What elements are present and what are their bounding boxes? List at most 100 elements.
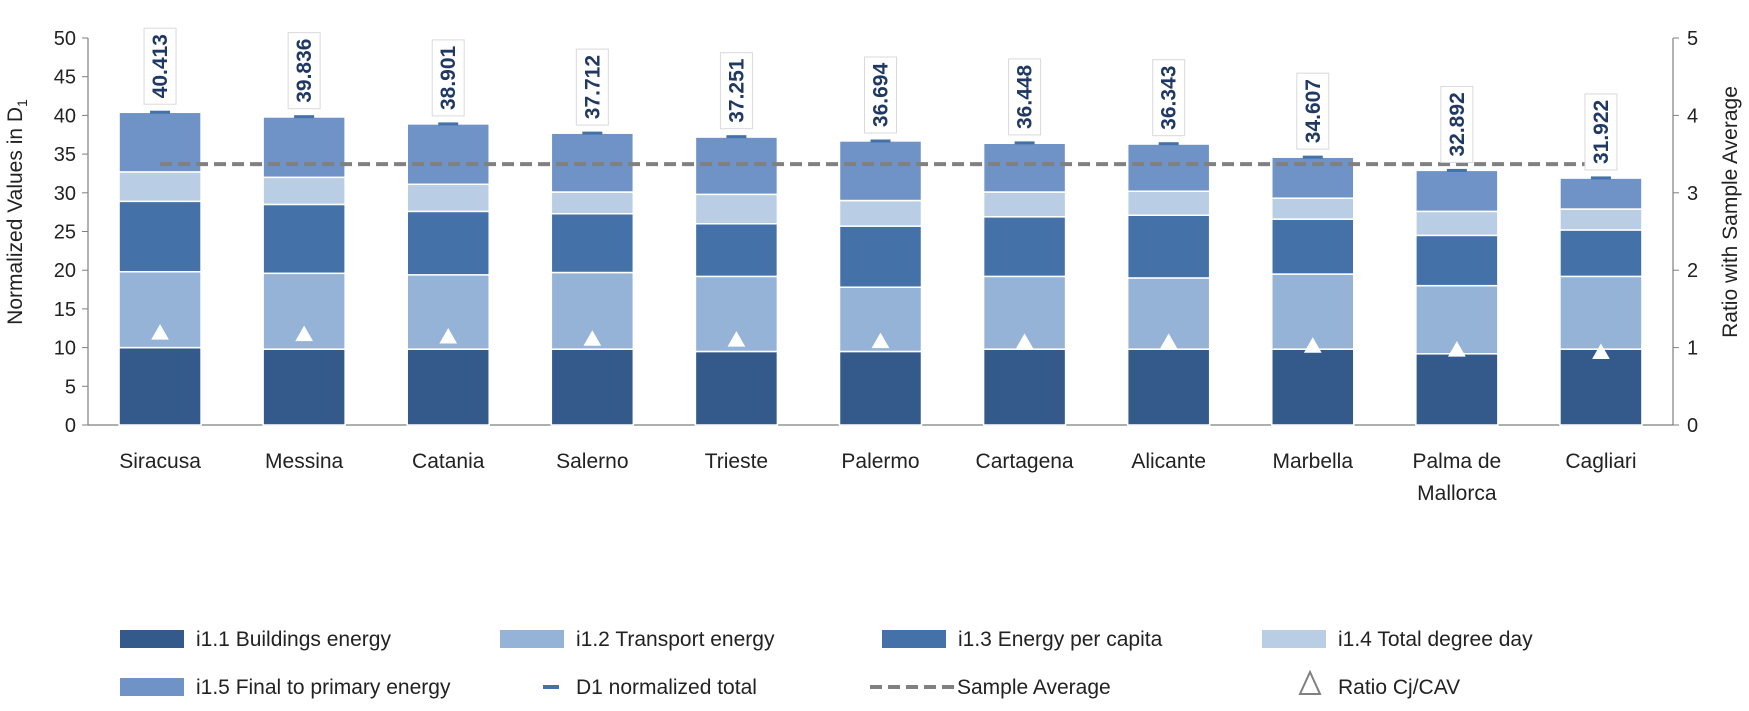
total-label: 34.607 [1296,72,1330,150]
bar-segment-5 [118,111,202,173]
bar-segment-5 [982,142,1067,193]
legend-swatch [500,630,564,648]
total-label-text: 40.413 [149,34,172,98]
bar-segment-4 [1271,197,1355,220]
total-label-box [1296,72,1330,150]
legend-swatch [1262,630,1326,648]
total-label: 37.251 [719,52,753,130]
total-marker [294,115,315,119]
legend-item: i1.1 Buildings energy [120,628,391,651]
total-label-box [1584,93,1618,171]
y-axis: 0 5 10 15 20 25 30 35 40 45 50 [54,28,1673,437]
category-label: Siracusa [119,450,201,473]
bar-segment-4 [982,191,1067,218]
y-tick-label: 25 [54,222,76,244]
total-marker [726,135,747,139]
bar-segment-1 [1271,348,1355,426]
y2-tick-label: 1 [1687,338,1698,360]
ratio-marker [1448,341,1466,357]
legend-swatch [120,630,184,648]
ratio-marker [439,327,458,344]
bar-segment-1 [1415,353,1499,426]
bar-segment-3 [1271,218,1355,275]
bar-segment-1 [118,346,202,426]
total-label: 40.413 [143,27,177,105]
legend-item: i1.5 Final to primary energy [120,676,451,699]
bar-segment-5 [262,116,346,179]
y2-tick-label: 3 [1687,183,1698,205]
legend-label: i1.2 Transport energy [576,628,775,651]
bar-segment-4 [406,183,490,213]
bar-segment-3 [262,203,346,275]
total-marker [438,122,459,126]
bar-segment-3 [982,216,1067,278]
total-label-box [431,39,465,117]
ratio-marker [1303,337,1322,353]
ratio-marker [1159,333,1178,349]
legend-label: i1.5 Final to primary energy [196,676,451,699]
total-label-text: 31.922 [1590,100,1613,164]
total-label-text: 39.836 [293,39,316,103]
legend-label: i1.1 Buildings energy [196,628,391,651]
total-label-text: 36.448 [1014,64,1037,129]
bar-segment-5 [406,123,490,186]
total-marker [1014,141,1035,145]
bar-segment-4 [1559,208,1643,231]
total-label-text: 38.901 [437,45,460,110]
legend-item: Ratio Cj/CAV [1298,669,1460,699]
total-marker [1302,155,1323,159]
bar-segment-3 [1126,214,1211,279]
y-tick-label: 40 [54,105,76,127]
y2-tick-label: 4 [1687,105,1698,127]
total-marker [582,131,603,135]
total-label-box [143,27,177,105]
bar-segment-4 [550,191,635,215]
secondary-y-axis-title: Ratio with Sample Average [1719,86,1742,338]
total-label-box [287,32,321,110]
bar-segment-2 [1559,275,1643,350]
category-label: Mallorca [1417,482,1497,505]
total-labels: 40.413 39.836 38.901 37.712 37.251 36.694 36.4… [143,27,1618,171]
ratio-marker [1015,333,1034,349]
legend-item: i1.3 Energy per capita [882,628,1163,651]
legend-label: D1 normalized total [576,676,757,699]
bar-segment-3 [550,212,635,274]
y-tick-label: 35 [54,144,76,166]
y-tick-label: 30 [54,183,76,205]
bar-segment-5 [1559,177,1643,210]
bar-segment-4 [838,199,923,227]
bar-segment-3 [1559,229,1643,278]
legend-label: i1.3 Energy per capita [958,628,1163,651]
total-label: 37.712 [575,48,609,126]
bar-segment-5 [838,140,923,202]
total-label-box [575,48,609,126]
bars [118,110,1643,426]
total-label: 36.694 [864,56,897,134]
bar-segment-3 [838,225,923,288]
total-label-text: 32.892 [1446,92,1469,156]
total-label: 36.448 [1008,58,1042,136]
total-label: 39.836 [287,32,321,110]
total-label: 38.901 [431,39,465,117]
bar-segment-1 [982,348,1067,426]
bar-segment-4 [1126,190,1211,216]
ratio-marker [295,325,313,342]
bar-segment-1 [838,350,923,426]
category-label: Palma de [1413,450,1502,473]
category-label: Trieste [705,450,768,473]
y2-tick-label: 2 [1687,260,1698,282]
total-label-text: 37.251 [725,58,748,123]
bar-segment-3 [1415,234,1499,287]
total-label: 31.922 [1584,93,1618,171]
bar-segment-1 [1126,348,1211,426]
y-tick-label: 15 [54,299,76,321]
category-label: Salerno [556,450,628,473]
total-label: 36.343 [1152,59,1186,137]
bar-segment-3 [406,210,490,276]
legend: i1.1 Buildings energy i1.2 Transport ener… [120,628,1533,699]
bar-segment-4 [694,193,779,225]
ratio-marker [151,324,169,340]
total-label-box [719,52,753,130]
total-label-text: 36.694 [870,63,893,128]
